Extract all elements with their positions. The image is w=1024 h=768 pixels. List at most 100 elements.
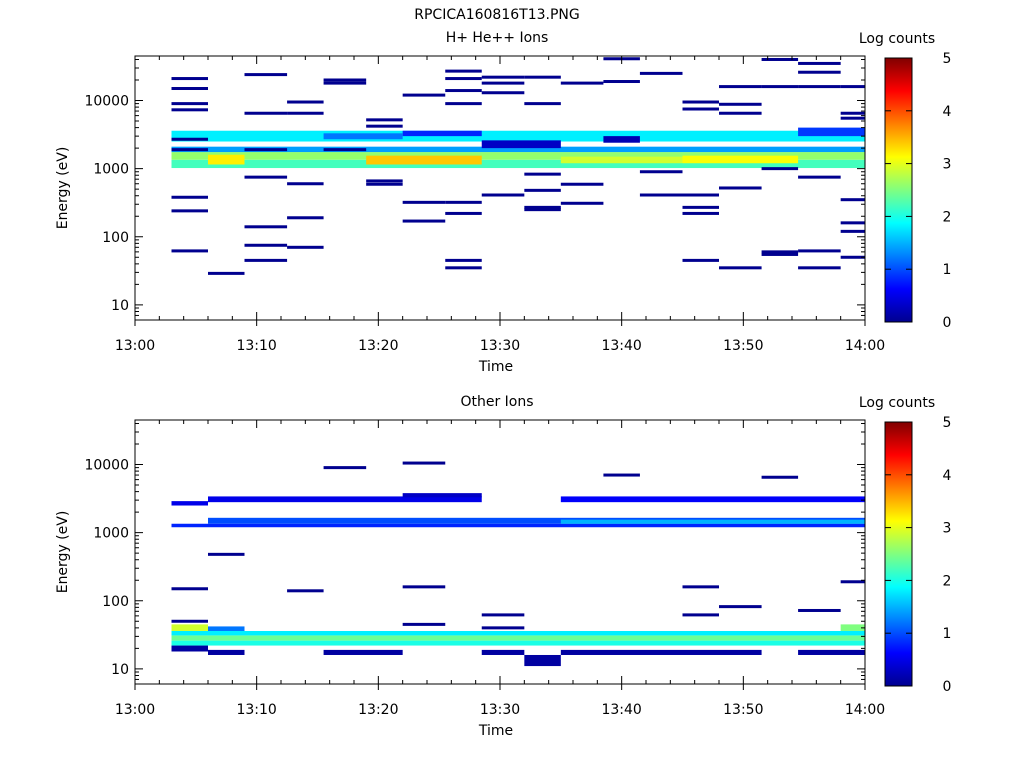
heatmap-cell (171, 619, 208, 623)
panel-title: Other Ions (460, 394, 533, 410)
colorbar-tick-label: 4 (943, 468, 952, 484)
heatmap-cell (682, 107, 719, 111)
heatmap-cell (761, 85, 799, 89)
heatmap-cell (171, 249, 208, 253)
y-tick-label: 10 (111, 662, 129, 678)
heatmap-cell (244, 258, 288, 262)
heatmap-cell (171, 146, 865, 153)
heatmap-cell (560, 156, 683, 164)
heatmap-cell (524, 188, 561, 192)
heatmap-cell (171, 209, 208, 213)
heatmap-cell (481, 140, 561, 149)
colorbar-label: Log counts (859, 395, 935, 411)
heatmap-cell (560, 519, 865, 524)
heatmap-cell (323, 649, 403, 655)
heatmap-cell (481, 613, 525, 617)
heatmap-cell (208, 626, 245, 631)
heatmap-cell (481, 81, 525, 85)
heatmap-cell (481, 91, 525, 95)
heatmap-cell (323, 133, 403, 140)
heatmap-cell (171, 87, 208, 91)
heatmap-cell (445, 200, 482, 204)
heatmap-cell (171, 635, 865, 641)
colorbar-tick-label: 3 (943, 157, 952, 173)
heatmap-cell (524, 102, 561, 106)
heatmap-cell (171, 102, 208, 106)
heatmap-cell (402, 130, 482, 137)
colorbar-gradient (884, 57, 913, 323)
heatmap-cell (208, 271, 245, 275)
heatmap-cell (560, 182, 604, 186)
x-tick-label: 13:00 (115, 702, 155, 718)
y-tick-label: 1000 (93, 162, 129, 178)
x-tick-label: 13:30 (480, 702, 520, 718)
heatmap-cell (798, 608, 841, 612)
y-axis: 10 100 1000 10000 (84, 422, 865, 685)
heatmap-cell (366, 155, 482, 165)
heatmap-cell (287, 100, 324, 104)
heatmap-cell (445, 211, 482, 215)
heatmap-cell (287, 589, 324, 593)
colorbar-tick-label: 0 (943, 679, 952, 695)
x-tick-label: 13:50 (723, 338, 763, 354)
heatmap-cells (171, 461, 865, 667)
heatmap-cell (366, 179, 403, 183)
heatmap-cell (323, 148, 367, 152)
heatmap-cell (761, 252, 799, 256)
heatmap-cell (244, 148, 288, 152)
colorbar-tick-label: 0 (943, 315, 952, 331)
x-tick-label: 13:30 (480, 338, 520, 354)
heatmap-cell (524, 205, 561, 209)
y-tick-label: 10000 (84, 94, 129, 110)
x-tick-label: 13:40 (601, 338, 641, 354)
heatmap-cell (840, 198, 865, 202)
y-axis-label: Energy (eV) (55, 147, 71, 230)
heatmap-cell (840, 116, 865, 120)
heatmap-cell (171, 159, 865, 169)
heatmap-cell (402, 219, 446, 223)
heatmap-cell (798, 649, 865, 655)
heatmap-cell (171, 195, 208, 199)
panel-title: H+ He++ Ions (446, 30, 549, 46)
colorbar-label: Log counts (859, 31, 935, 47)
heatmap-cell (366, 124, 403, 128)
heatmap-cell (366, 182, 403, 186)
heatmap-cell (603, 473, 640, 477)
heatmap-cell (682, 205, 719, 209)
heatmap-cell (682, 100, 719, 104)
heatmap-cell (287, 182, 324, 186)
x-tick-label: 13:10 (236, 702, 276, 718)
colorbar-gradient (884, 421, 913, 687)
heatmap-cell (445, 77, 482, 81)
heatmap-cell (719, 85, 762, 89)
heatmap-cell (244, 175, 288, 179)
y-tick-label: 1000 (93, 526, 129, 542)
colorbar: Log counts 0 1 2 3 4 5 (859, 395, 952, 695)
y-tick-label: 10 (111, 298, 129, 314)
heatmap-cell (682, 258, 719, 262)
x-axis: 13:00 13:10 13:20 13:30 13:40 13:50 14:00 (115, 420, 885, 718)
heatmap-cell (798, 61, 841, 65)
heatmap-cell (171, 77, 208, 81)
x-tick-label: 13:20 (358, 338, 398, 354)
colorbar-tick-label: 2 (943, 209, 952, 225)
heatmap-cell (682, 155, 799, 164)
colorbar-tick-label: 3 (943, 521, 952, 537)
heatmap-cell (798, 175, 841, 179)
heatmap-cell (798, 70, 841, 74)
heatmap-cell (402, 461, 446, 465)
heatmap-cell (171, 137, 208, 141)
heatmap-cell (840, 85, 865, 89)
colorbar-tick-label: 4 (943, 104, 952, 120)
heatmap-cell (798, 249, 841, 253)
heatmap-cell (840, 580, 865, 584)
heatmap-cell (798, 85, 841, 89)
y-axis: 10 100 1000 10000 (84, 58, 865, 321)
heatmap-cell (402, 93, 446, 97)
heatmap-cell (323, 78, 367, 82)
heatmap-cell (171, 501, 208, 506)
heatmap-cell (171, 630, 865, 636)
x-tick-label: 13:10 (236, 338, 276, 354)
